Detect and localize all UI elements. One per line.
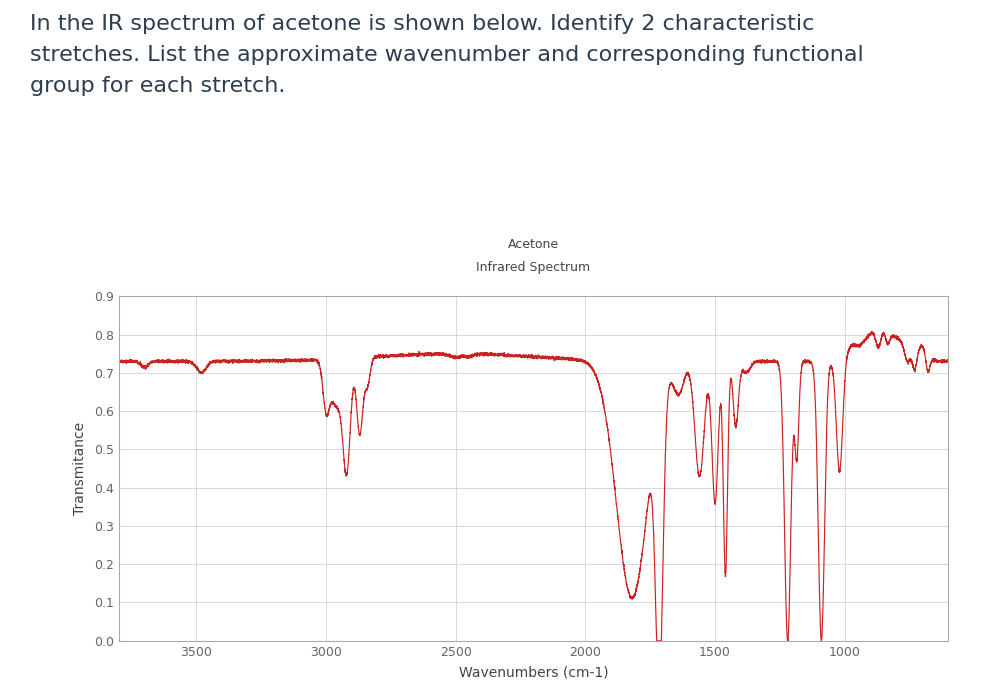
Y-axis label: Transmitance: Transmitance (73, 422, 87, 515)
X-axis label: Wavenumbers (cm-1): Wavenumbers (cm-1) (458, 666, 609, 679)
Text: In the IR spectrum of acetone is shown below. Identify 2 characteristic
stretche: In the IR spectrum of acetone is shown b… (30, 14, 864, 96)
Text: Infrared Spectrum: Infrared Spectrum (476, 261, 591, 274)
Text: Acetone: Acetone (508, 238, 559, 251)
